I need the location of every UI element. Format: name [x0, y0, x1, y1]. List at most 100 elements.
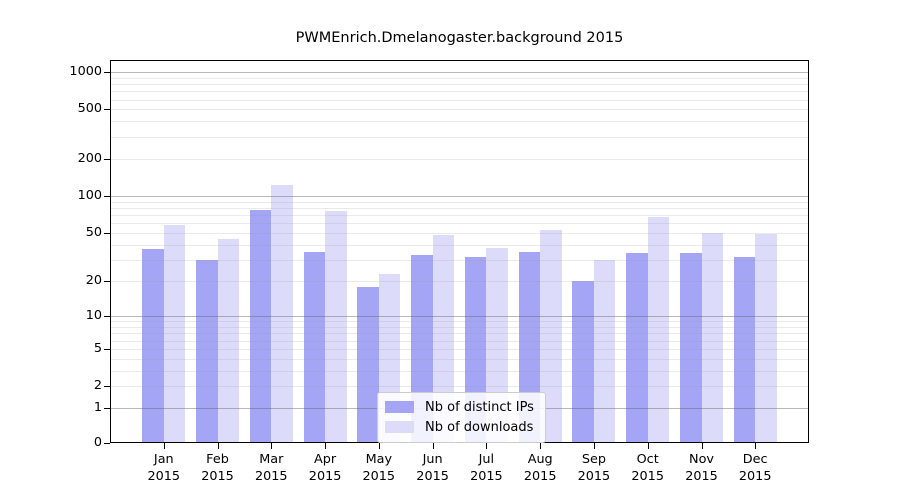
x-tick-label-oct: Oct 2015 — [631, 452, 664, 484]
bar-sep-nb-of-downloads — [593, 260, 616, 443]
chart-title: PWMEnrich.Dmelanogaster.background 2015 — [295, 30, 624, 46]
gridline-minor-70 — [111, 215, 808, 217]
y-tick-label-0: 0 — [93, 435, 102, 450]
x-tick-label-mar: Mar 2015 — [255, 452, 288, 484]
y-tick-1 — [104, 408, 110, 410]
bar-feb-nb-of-downloads — [217, 238, 239, 443]
gridline-minor-60 — [111, 223, 808, 225]
x-tick-label-feb: Feb 2015 — [201, 452, 234, 484]
legend-row-downloads: Nb of downloads — [385, 418, 534, 436]
gridline-major-1000 — [111, 71, 808, 73]
bar-feb-nb-of-distinct-ips — [196, 260, 218, 443]
gridline-minor-20 — [111, 281, 808, 283]
gridline-major-10 — [111, 316, 808, 317]
gridline-minor-2 — [111, 386, 808, 388]
gridline-minor-80 — [111, 208, 808, 209]
x-tick-label-apr: Apr 2015 — [308, 452, 342, 484]
y-tick-label-100: 100 — [77, 188, 102, 204]
x-tick-label-jul: Jul 2015 — [470, 452, 503, 484]
bar-apr-nb-of-downloads — [325, 210, 347, 443]
y-tick-label-200: 200 — [77, 150, 102, 166]
bar-nov-nb-of-downloads — [701, 233, 723, 443]
x-tick-label-jun: Jun 2015 — [416, 452, 449, 484]
x-tick-label-may: May 2015 — [362, 452, 396, 484]
x-tick-oct — [647, 443, 649, 449]
gridline-major-100 — [111, 196, 808, 198]
y-tick-50 — [104, 233, 110, 234]
bar-may-nb-of-distinct-ips — [357, 286, 379, 443]
gridline-minor-600 — [111, 99, 808, 101]
gridline-minor-400 — [111, 121, 808, 123]
gridline-minor-40 — [111, 244, 808, 246]
legend-row-distinct-ips: Nb of distinct IPs — [385, 398, 534, 416]
x-tick-may — [378, 443, 380, 449]
y-tick-label-50: 50 — [85, 225, 102, 240]
gridline-minor-6 — [111, 340, 808, 342]
gridline-minor-7 — [111, 333, 808, 335]
x-tick-label-jan: Jan 2015 — [147, 452, 181, 484]
x-tick-label-aug: Aug 2015 — [523, 452, 557, 484]
gridline-minor-5 — [111, 348, 808, 350]
bar-nov-nb-of-distinct-ips — [680, 253, 702, 443]
gridline-minor-700 — [111, 91, 808, 93]
legend-label-distinct-ips: Nb of distinct IPs — [425, 399, 534, 415]
y-tick-20 — [104, 281, 110, 283]
y-tick-10 — [104, 316, 110, 317]
bar-jan-nb-of-downloads — [163, 225, 186, 443]
x-tick-nov — [701, 443, 703, 449]
gridline-minor-90 — [111, 201, 808, 203]
bar-aug-nb-of-downloads — [540, 229, 562, 443]
y-tick-200 — [104, 158, 110, 160]
bar-apr-nb-of-distinct-ips — [303, 251, 326, 443]
y-tick-label-500: 500 — [77, 101, 102, 117]
gridline-minor-500 — [111, 109, 808, 111]
x-tick-mar — [271, 443, 273, 449]
x-tick-label-dec: Dec 2015 — [738, 452, 772, 484]
gridline-minor-200 — [111, 158, 808, 160]
legend-swatch-distinct-ips — [385, 401, 414, 413]
gridline-minor-300 — [111, 137, 808, 138]
gridline-minor-800 — [111, 84, 808, 85]
gridline-minor-4 — [111, 358, 808, 360]
x-tick-label-nov: Nov 2015 — [685, 452, 718, 484]
y-tick-label-5: 5 — [93, 340, 102, 356]
bar-jun-nb-of-downloads — [432, 235, 455, 443]
bar-oct-nb-of-distinct-ips — [626, 253, 648, 443]
bar-mar-nb-of-distinct-ips — [249, 210, 272, 443]
x-tick-label-sep: Sep 2015 — [577, 452, 611, 484]
y-tick-label-20: 20 — [85, 273, 102, 289]
bar-mar-nb-of-downloads — [271, 185, 293, 443]
x-tick-dec — [755, 443, 757, 449]
gridline-minor-9 — [111, 321, 808, 323]
legend-swatch-downloads — [385, 421, 414, 433]
bar-sep-nb-of-distinct-ips — [572, 281, 594, 443]
x-tick-sep — [593, 443, 595, 449]
y-tick-label-1000: 1000 — [69, 63, 102, 79]
gridline-minor-3 — [111, 370, 808, 372]
x-tick-jul — [486, 443, 488, 449]
gridline-minor-900 — [111, 77, 808, 79]
gridline-minor-30 — [111, 260, 808, 261]
y-tick-100 — [104, 196, 110, 198]
y-tick-0 — [104, 443, 110, 444]
x-tick-jun — [432, 443, 434, 449]
bar-dec-nb-of-distinct-ips — [733, 256, 756, 443]
y-tick-2 — [104, 386, 110, 388]
x-tick-aug — [540, 443, 542, 449]
bar-dec-nb-of-downloads — [755, 234, 777, 443]
gridline-minor-8 — [111, 326, 808, 328]
legend: Nb of distinct IPs Nb of downloads — [377, 392, 546, 443]
y-tick-label-1: 1 — [93, 400, 102, 416]
y-tick-label-2: 2 — [93, 378, 102, 394]
x-tick-apr — [325, 443, 327, 449]
bar-oct-nb-of-downloads — [647, 216, 670, 443]
y-tick-label-10: 10 — [85, 308, 102, 323]
x-tick-feb — [217, 443, 219, 449]
bar-jan-nb-of-distinct-ips — [142, 249, 164, 443]
x-tick-jan — [163, 443, 165, 449]
y-tick-500 — [104, 109, 110, 111]
gridline-minor-50 — [111, 233, 808, 234]
legend-label-downloads: Nb of downloads — [425, 419, 534, 435]
y-tick-5 — [104, 348, 110, 350]
